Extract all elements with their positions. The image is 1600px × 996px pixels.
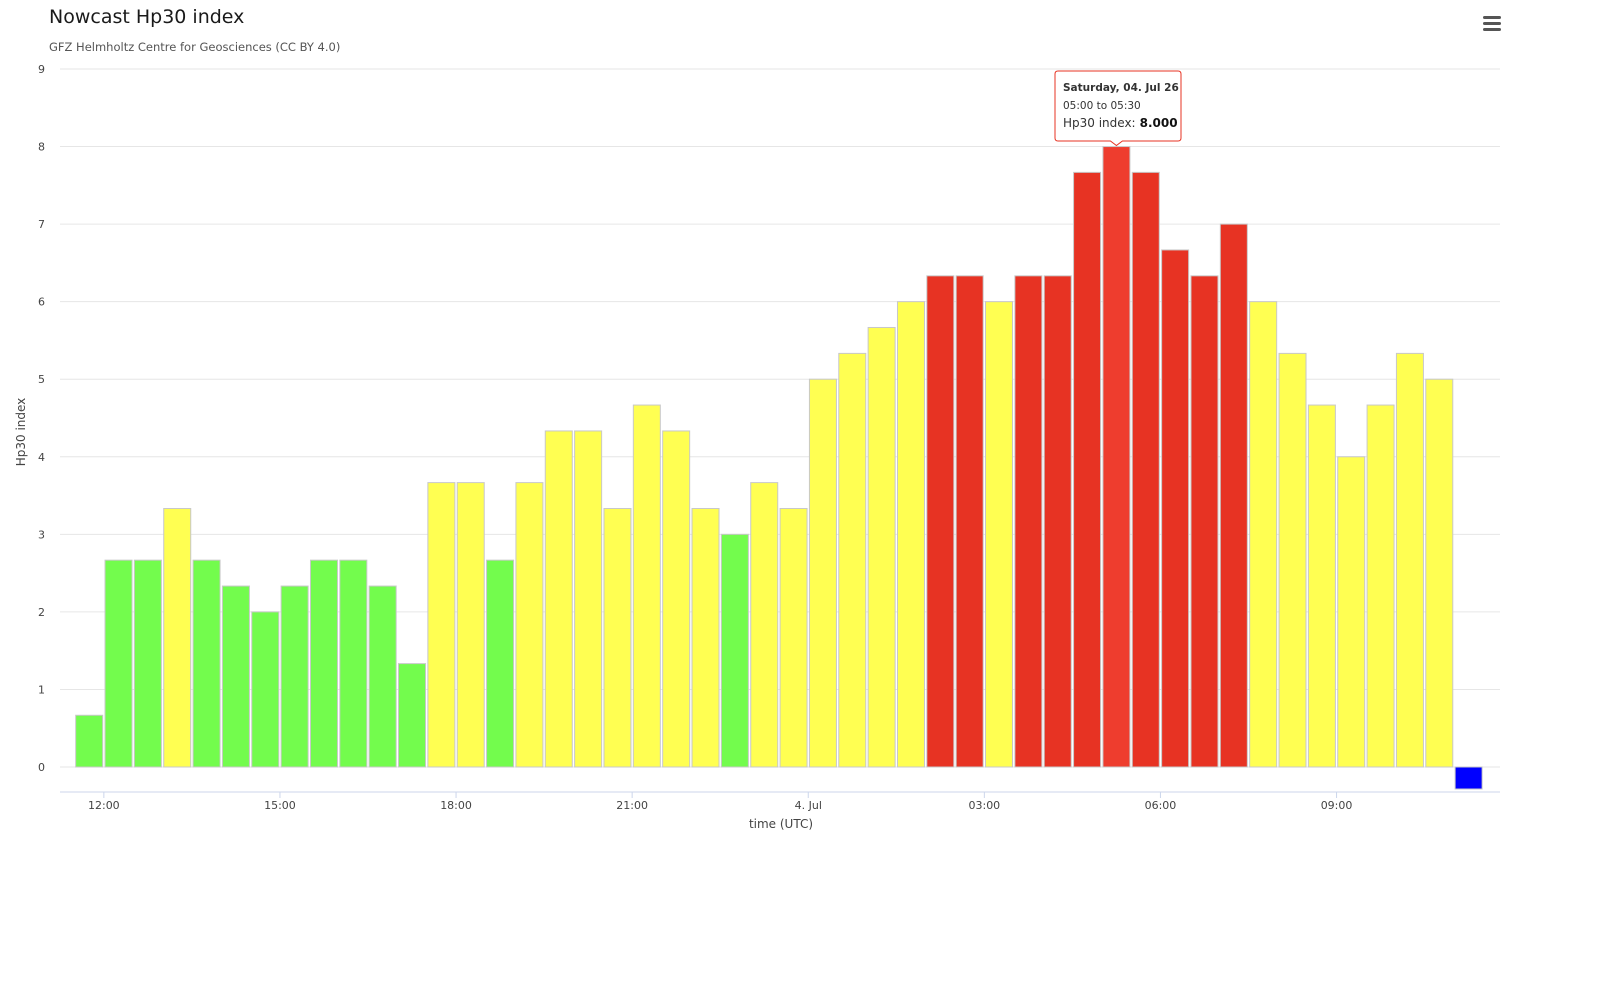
bar[interactable]	[838, 352, 867, 768]
tooltip-value-line: Hp30 index: 8.000	[1063, 116, 1178, 130]
tooltip-date: Saturday, 04. Jul 26	[1063, 82, 1179, 94]
bar[interactable]	[603, 508, 632, 768]
bar[interactable]	[1337, 456, 1366, 768]
x-tick-label: 12:00	[88, 799, 120, 812]
bar[interactable]	[867, 326, 896, 768]
y-axis-title: Hp30 index	[14, 398, 28, 467]
bar[interactable]	[750, 482, 779, 768]
bar[interactable]	[398, 663, 427, 768]
x-tick-label: 15:00	[264, 799, 296, 812]
bar[interactable]	[779, 508, 808, 768]
bar[interactable]	[985, 301, 1014, 768]
tooltip: Saturday, 04. Jul 26 05:00 to 05:30 Hp30…	[1054, 70, 1182, 147]
bar[interactable]	[720, 533, 749, 768]
bar[interactable]	[192, 559, 221, 768]
bar[interactable]	[926, 275, 955, 768]
bar[interactable]	[544, 430, 573, 768]
bar[interactable]	[1161, 249, 1190, 768]
bar[interactable]	[1395, 352, 1424, 768]
bar[interactable]	[1454, 766, 1483, 790]
bar[interactable]	[486, 559, 515, 768]
bar[interactable]	[808, 378, 837, 768]
bar[interactable]	[1219, 223, 1248, 768]
bar[interactable]	[632, 404, 661, 768]
bar[interactable]	[1425, 378, 1454, 768]
y-tick-label: 3	[38, 528, 45, 541]
bar[interactable]	[1249, 301, 1278, 768]
y-tick-label: 2	[38, 606, 45, 619]
y-axis-tick-labels: 0 1 2 3 4 5 6 7 8 9	[38, 63, 45, 774]
bar[interactable]	[280, 585, 309, 768]
x-axis-ticks: 12:00 15:00 18:00 21:00 4. Jul 03:00 06:00 09:0…	[88, 792, 1352, 812]
bar[interactable]	[1278, 352, 1307, 768]
bar[interactable]	[691, 508, 720, 768]
bar[interactable]	[1190, 275, 1219, 768]
hamburger-menu-icon[interactable]	[1481, 14, 1507, 36]
tooltip-time-range: 05:00 to 05:30	[1063, 100, 1141, 112]
chart-title: Nowcast Hp30 index	[49, 6, 244, 28]
bars	[75, 146, 1483, 790]
y-tick-label: 8	[38, 141, 45, 154]
bar[interactable]	[456, 482, 485, 768]
bar[interactable]	[1307, 404, 1336, 768]
bar[interactable]	[1131, 171, 1160, 768]
tooltip-value: 8.000	[1140, 116, 1178, 130]
bar[interactable]	[1366, 404, 1395, 768]
y-tick-label: 1	[38, 683, 45, 696]
bar[interactable]	[251, 611, 280, 768]
y-tick-label: 5	[38, 373, 45, 386]
y-tick-label: 7	[38, 218, 45, 231]
chart-subtitle: GFZ Helmholtz Centre for Geosciences (CC…	[49, 40, 340, 54]
bar[interactable]	[427, 482, 456, 768]
bar[interactable]	[574, 430, 603, 768]
x-tick-label: 09:00	[1321, 799, 1353, 812]
bar[interactable]	[1014, 275, 1043, 768]
x-tick-label: 18:00	[440, 799, 472, 812]
tooltip-box	[1054, 70, 1182, 147]
bar[interactable]	[339, 559, 368, 768]
x-tick-label: 21:00	[616, 799, 648, 812]
bar[interactable]	[955, 275, 984, 768]
bar[interactable]	[1073, 171, 1102, 768]
bar[interactable]	[309, 559, 338, 768]
y-tick-label: 0	[38, 761, 45, 774]
bar[interactable]	[133, 559, 162, 768]
bar[interactable]	[368, 585, 397, 768]
x-axis-title: time (UTC)	[749, 817, 813, 831]
x-tick-label: 4. Jul	[795, 799, 822, 812]
y-tick-label: 6	[38, 296, 45, 309]
tooltip-label: Hp30 index:	[1063, 116, 1136, 130]
y-tick-label: 9	[38, 63, 45, 76]
bar[interactable]	[75, 714, 104, 768]
bar[interactable]	[1043, 275, 1072, 768]
x-tick-label: 06:00	[1145, 799, 1177, 812]
bar[interactable]	[221, 585, 250, 768]
y-tick-label: 4	[38, 451, 45, 464]
bar[interactable]	[515, 482, 544, 768]
bar[interactable]	[104, 559, 133, 768]
bar[interactable]	[1102, 146, 1131, 768]
bar[interactable]	[896, 301, 925, 768]
x-tick-label: 03:00	[968, 799, 1000, 812]
bar[interactable]	[163, 508, 192, 768]
bar[interactable]	[662, 430, 691, 768]
